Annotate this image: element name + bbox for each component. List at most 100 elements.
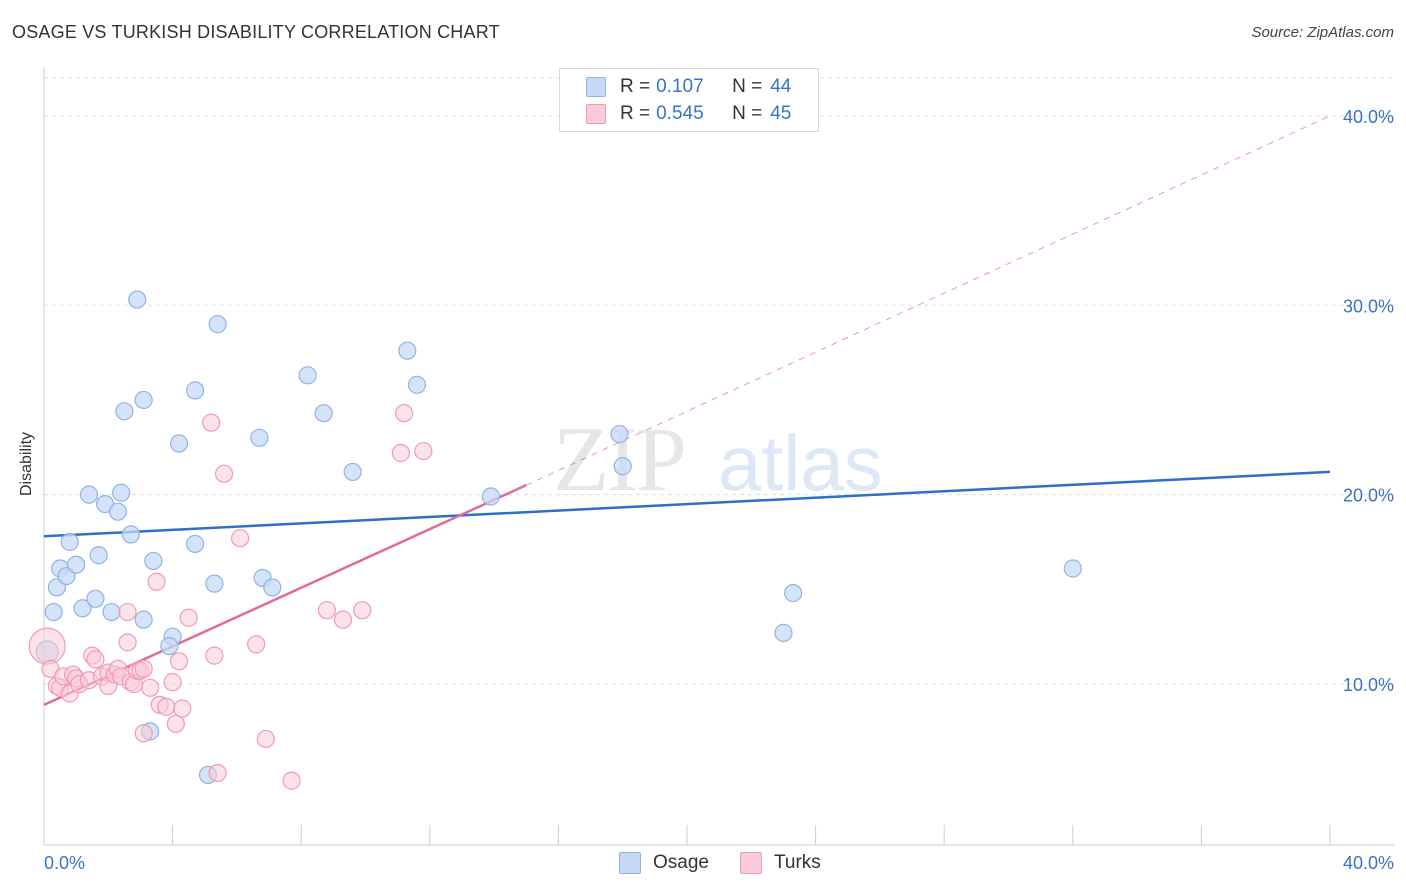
osage-point-43 xyxy=(1063,559,1082,578)
turks-point-36 xyxy=(205,646,224,665)
watermark-atlas: atlas xyxy=(718,419,883,507)
turks-point-41 xyxy=(256,729,275,749)
turks-point-11 xyxy=(86,650,105,669)
osage-point-38 xyxy=(481,487,500,506)
osage-point-18 xyxy=(134,610,153,629)
turks-point-33 xyxy=(173,699,192,718)
turks-point-44 xyxy=(333,610,353,629)
osage-point-30 xyxy=(250,428,269,447)
osage-point-20 xyxy=(144,551,163,571)
series-legend: Osage Turks xyxy=(0,852,1406,878)
source-label: Source: ZipAtlas.com xyxy=(1251,24,1394,41)
osage-point-25 xyxy=(186,381,205,400)
turks-point-31 xyxy=(169,652,189,671)
y-tick-label-10: 10.0% xyxy=(1343,675,1394,695)
y-tick-label-20: 20.0% xyxy=(1343,486,1394,506)
osage-point-8 xyxy=(79,485,99,504)
y-axis-title-wrap: Disability xyxy=(6,432,46,496)
osage-point-7 xyxy=(73,599,92,618)
osage-point-24 xyxy=(169,434,189,453)
osage-point-5 xyxy=(60,532,79,552)
turks-point-18 xyxy=(118,633,137,652)
turks-point-32 xyxy=(166,714,185,733)
chart-title: OSAGE VS TURKISH DISABILITY CORRELATION … xyxy=(12,22,500,42)
osage-point-14 xyxy=(112,483,131,502)
osage-point-19 xyxy=(134,390,153,410)
osage-point-35 xyxy=(343,462,362,482)
turks-swatch xyxy=(586,104,606,124)
osage-point-15 xyxy=(115,402,134,421)
osage-point-39 xyxy=(610,424,629,444)
osage-r-value: 0.107 xyxy=(656,76,704,97)
y-axis-title: Disability xyxy=(18,431,35,496)
grid-lines xyxy=(44,77,1395,685)
osage-point-37 xyxy=(407,375,427,394)
osage-point-6 xyxy=(67,555,86,574)
legend-row-osage: R = 0.107 N = 44 xyxy=(586,75,791,99)
turks-point-34 xyxy=(179,608,198,627)
turks-point-40 xyxy=(247,635,266,654)
osage-r-label: R = xyxy=(620,76,651,97)
data-points xyxy=(28,290,1082,790)
osage-n-label: N = xyxy=(732,76,763,97)
turks-n-value: 45 xyxy=(770,103,792,124)
turks-point-48 xyxy=(414,441,433,461)
turks-r-label: R = xyxy=(620,103,651,124)
x-tick-label-max: 40.0% xyxy=(1343,853,1394,873)
watermark: ZIP atlas xyxy=(553,408,883,510)
osage-point-29 xyxy=(208,315,227,334)
turks-point-27 xyxy=(147,572,166,591)
osage-legend-label: Osage xyxy=(653,852,709,873)
turks-point-47 xyxy=(394,404,414,423)
osage-point-36 xyxy=(398,341,417,360)
turks-point-37 xyxy=(208,763,227,783)
turks-point-0 xyxy=(28,627,66,665)
turks-point-42 xyxy=(282,771,301,790)
osage-point-40 xyxy=(613,457,632,476)
osage-point-28 xyxy=(205,574,224,593)
osage-point-26 xyxy=(186,534,205,553)
y-tick-label-30: 30.0% xyxy=(1343,296,1394,316)
osage-point-10 xyxy=(89,546,108,565)
osage-legend-swatch xyxy=(619,852,641,874)
osage-point-17 xyxy=(128,290,147,309)
legend-item-osage[interactable]: Osage xyxy=(619,852,709,874)
turks-point-26 xyxy=(140,678,160,697)
osage-swatch xyxy=(586,77,606,97)
trend-lines xyxy=(43,115,1331,706)
turks-trend-extension xyxy=(526,115,1331,486)
y-tick-label-40: 40.0% xyxy=(1343,107,1394,127)
osage-point-34 xyxy=(314,404,333,423)
turks-point-39 xyxy=(231,529,250,548)
turks-r-value: 0.545 xyxy=(656,103,704,124)
turks-legend-swatch xyxy=(740,852,762,874)
osage-point-32 xyxy=(263,578,282,597)
osage-point-13 xyxy=(108,502,128,521)
osage-point-33 xyxy=(298,366,317,385)
osage-point-23 xyxy=(160,637,179,656)
osage-point-41 xyxy=(774,623,793,642)
turks-point-45 xyxy=(353,601,372,620)
turks-point-30 xyxy=(163,673,182,692)
osage-n-value: 44 xyxy=(770,76,792,97)
correlation-legend: R = 0.107 N = 44 R = 0.545 N = 45 xyxy=(559,68,819,132)
osage-point-42 xyxy=(783,584,803,603)
legend-item-turks[interactable]: Turks xyxy=(740,852,821,874)
tick-labels: 10.0% 20.0% 30.0% 40.0% 0.0% 40.0% xyxy=(44,107,1394,873)
turks-legend-label: Turks xyxy=(774,852,821,873)
turks-point-43 xyxy=(317,601,337,620)
x-tick-label-min: 0.0% xyxy=(44,853,85,873)
turks-point-25 xyxy=(134,724,153,743)
turks-point-38 xyxy=(214,464,234,483)
turks-point-35 xyxy=(202,413,221,432)
osage-point-1 xyxy=(44,602,63,622)
osage-trend-line xyxy=(43,470,1331,538)
turks-point-29 xyxy=(157,697,176,716)
turks-point-19 xyxy=(118,602,137,622)
turks-point-46 xyxy=(391,443,410,463)
turks-n-label: N = xyxy=(732,103,763,124)
axes xyxy=(43,68,1395,846)
osage-point-9 xyxy=(86,589,105,608)
osage-point-12 xyxy=(102,602,121,622)
